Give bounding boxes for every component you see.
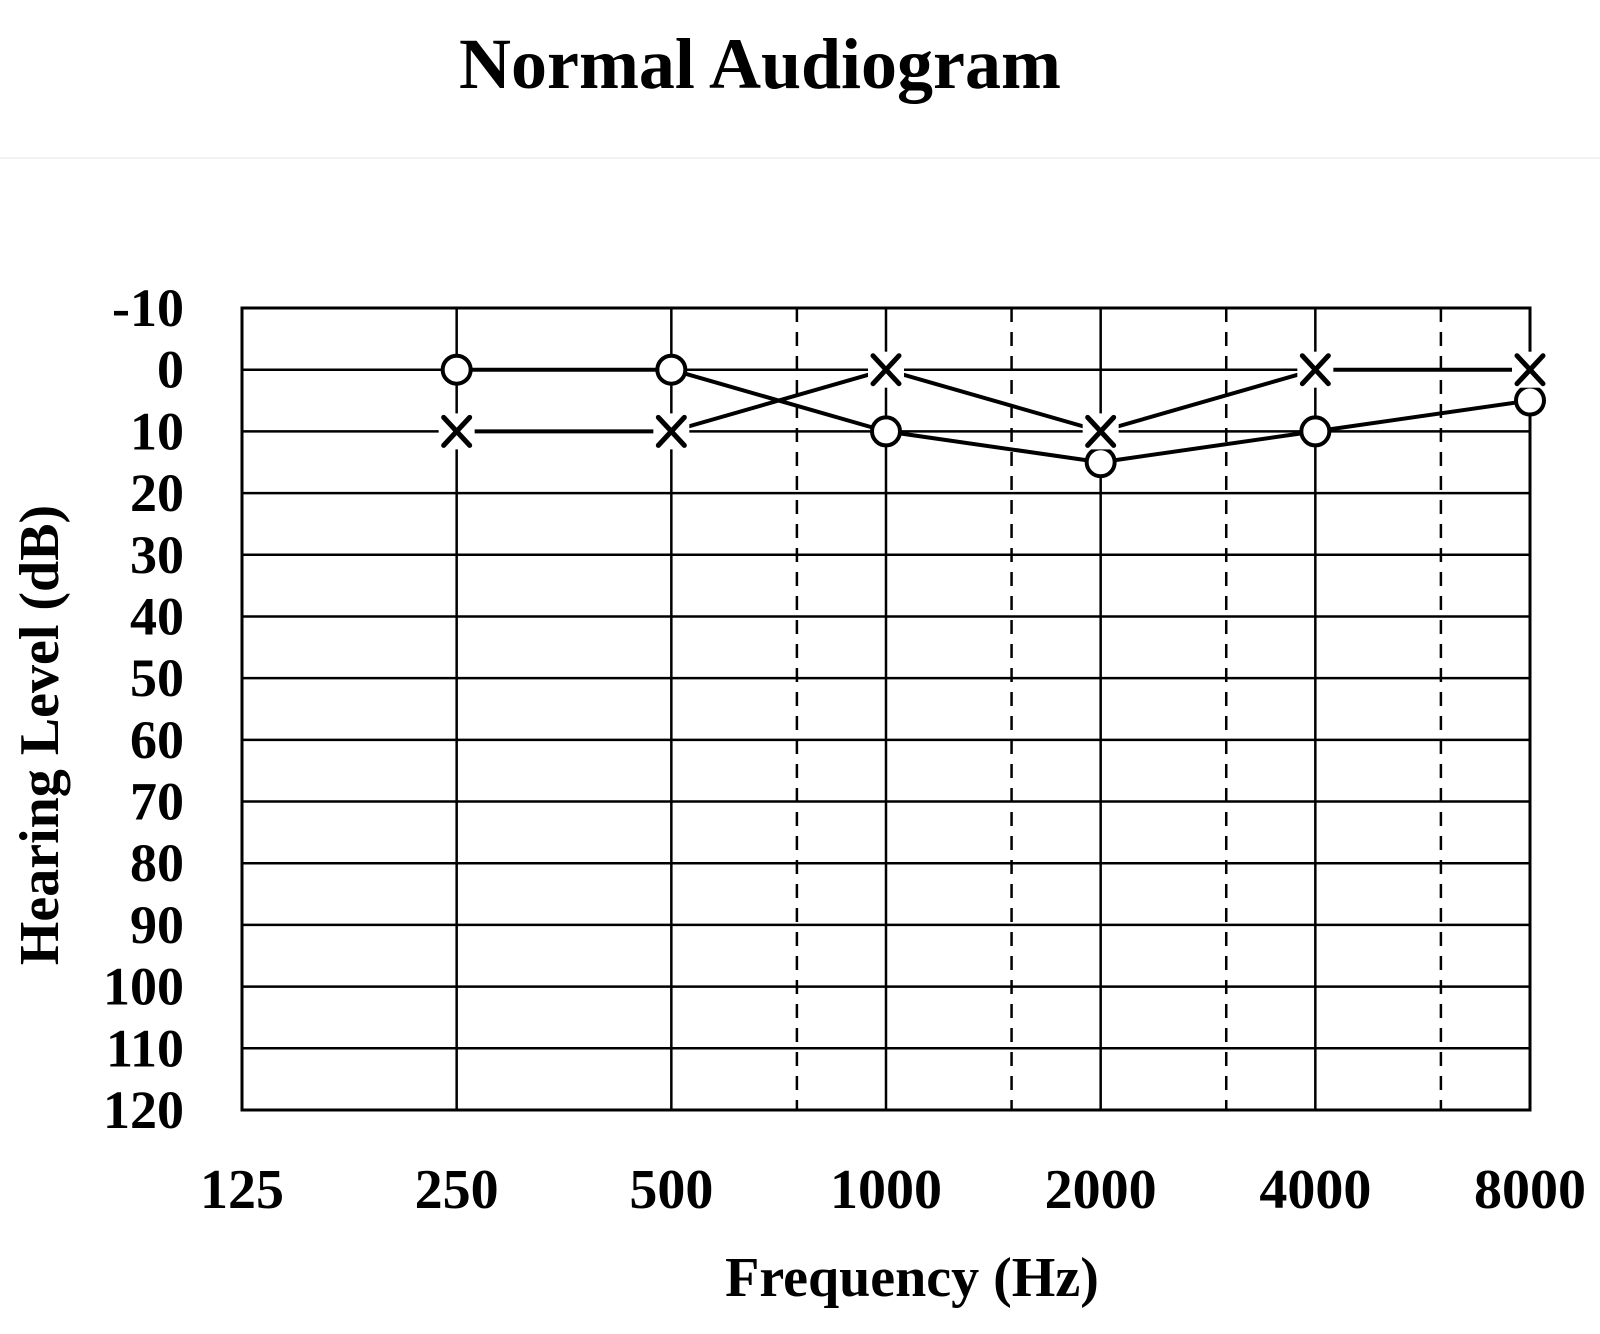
y-tick-label: 80 xyxy=(130,833,184,893)
y-tick-label: 120 xyxy=(103,1080,184,1140)
x-axis-label: Frequency (Hz) xyxy=(725,1247,1099,1309)
x-tick-label: 125 xyxy=(200,1159,284,1221)
data-point-x xyxy=(868,351,904,388)
data-point-x xyxy=(438,413,475,450)
y-tick-label: 10 xyxy=(130,401,184,461)
y-tick-label: 0 xyxy=(157,340,184,400)
data-point-x xyxy=(1082,413,1119,450)
x-marker-stroke xyxy=(441,414,473,448)
y-tick-label: 50 xyxy=(130,648,184,708)
x-tick-label: 500 xyxy=(629,1159,713,1221)
x-tick-label: 1000 xyxy=(830,1159,942,1221)
x-tick-label: 4000 xyxy=(1259,1159,1371,1221)
y-axis-label: Hearing Level (dB) xyxy=(9,505,71,965)
data-point-o xyxy=(1514,384,1546,417)
x-tick-label: 8000 xyxy=(1474,1159,1586,1221)
x-marker-stroke xyxy=(655,414,687,448)
chart-title: Normal Audiogram xyxy=(459,24,1061,104)
x-marker-stroke xyxy=(1299,353,1331,387)
data-point-o xyxy=(870,415,902,448)
x-axis-ticks: 125 250 500 1000 2000 4000 8000 xyxy=(200,1159,1586,1221)
y-tick-label: 60 xyxy=(130,710,184,770)
y-tick-label: -10 xyxy=(112,278,184,338)
data-point-x xyxy=(653,413,690,450)
x-marker-stroke xyxy=(1085,414,1117,448)
y-tick-label: 30 xyxy=(130,525,184,585)
x-marker-stroke xyxy=(870,353,902,387)
y-tick-label: 20 xyxy=(130,463,184,523)
y-tick-label: 70 xyxy=(130,772,184,832)
x-tick-label: 2000 xyxy=(1045,1159,1157,1221)
series-line-o xyxy=(456,367,1531,465)
series-line-x xyxy=(456,367,1530,434)
data-point-o xyxy=(1299,415,1332,448)
series-layer xyxy=(438,351,1548,479)
data-point-o xyxy=(440,353,473,386)
x-marker-stroke xyxy=(1514,353,1546,387)
data-point-o xyxy=(655,353,688,386)
y-tick-label: 100 xyxy=(103,957,184,1017)
data-point-o xyxy=(1084,446,1117,479)
y-tick-label: 40 xyxy=(130,586,184,646)
x-tick-label: 250 xyxy=(415,1159,499,1221)
y-tick-label: 110 xyxy=(106,1018,184,1078)
y-tick-label: 90 xyxy=(130,895,184,955)
data-point-x xyxy=(1297,351,1334,388)
data-point-x xyxy=(1512,351,1548,388)
